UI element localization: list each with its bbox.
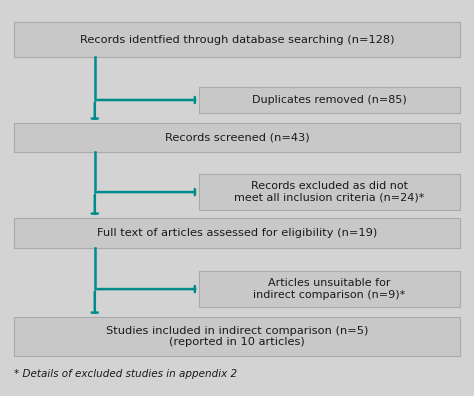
FancyBboxPatch shape <box>199 87 460 113</box>
Text: Records identfied through database searching (n=128): Records identfied through database searc… <box>80 34 394 45</box>
FancyBboxPatch shape <box>14 218 460 248</box>
Text: Records screened (n=43): Records screened (n=43) <box>164 133 310 143</box>
Text: Duplicates removed (n=85): Duplicates removed (n=85) <box>252 95 407 105</box>
FancyBboxPatch shape <box>14 22 460 57</box>
Text: Studies included in indirect comparison (n=5)
(reported in 10 articles): Studies included in indirect comparison … <box>106 326 368 347</box>
Text: Articles unsuitable for
indirect comparison (n=9)*: Articles unsuitable for indirect compari… <box>253 278 406 300</box>
FancyBboxPatch shape <box>14 317 460 356</box>
FancyBboxPatch shape <box>14 123 460 152</box>
FancyBboxPatch shape <box>199 174 460 210</box>
Text: Records excluded as did not
meet all inclusion criteria (n=24)*: Records excluded as did not meet all inc… <box>234 181 425 203</box>
Text: * Details of excluded studies in appendix 2: * Details of excluded studies in appendi… <box>14 369 237 379</box>
Text: Full text of articles assessed for eligibility (n=19): Full text of articles assessed for eligi… <box>97 228 377 238</box>
FancyBboxPatch shape <box>199 271 460 307</box>
